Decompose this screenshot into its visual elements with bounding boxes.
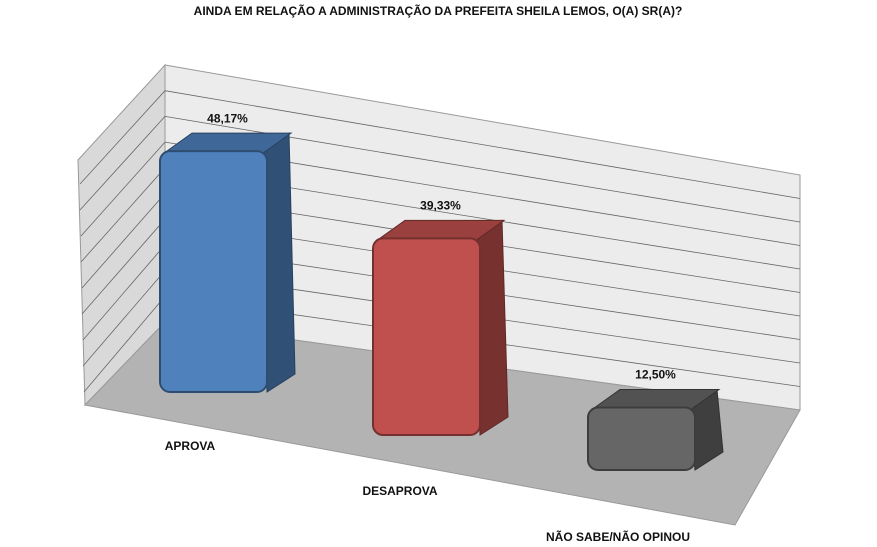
wall-line <box>82 244 166 341</box>
wall-line <box>83 296 166 393</box>
wall-line <box>82 270 166 367</box>
bar <box>587 406 696 471</box>
category-label: APROVA <box>165 439 216 453</box>
wall-line <box>81 218 166 315</box>
wall-line <box>80 141 166 237</box>
value-label: 48,17% <box>207 111 248 125</box>
wall-line <box>79 116 166 211</box>
wall-line <box>79 90 166 185</box>
value-label: 12,50% <box>635 368 676 382</box>
wall-line <box>80 167 166 263</box>
chart-title: AINDA EM RELAÇÃO A ADMINISTRAÇÃO DA PREF… <box>194 3 683 18</box>
wall-line <box>164 90 801 199</box>
category-label: NÃO SABE/NÃO OPINOU <box>546 529 690 544</box>
value-label: 39,33% <box>420 199 461 213</box>
category-label: DESAPROVA <box>362 484 437 498</box>
bar <box>372 237 481 436</box>
wall-line <box>81 193 166 289</box>
bar <box>159 150 268 393</box>
